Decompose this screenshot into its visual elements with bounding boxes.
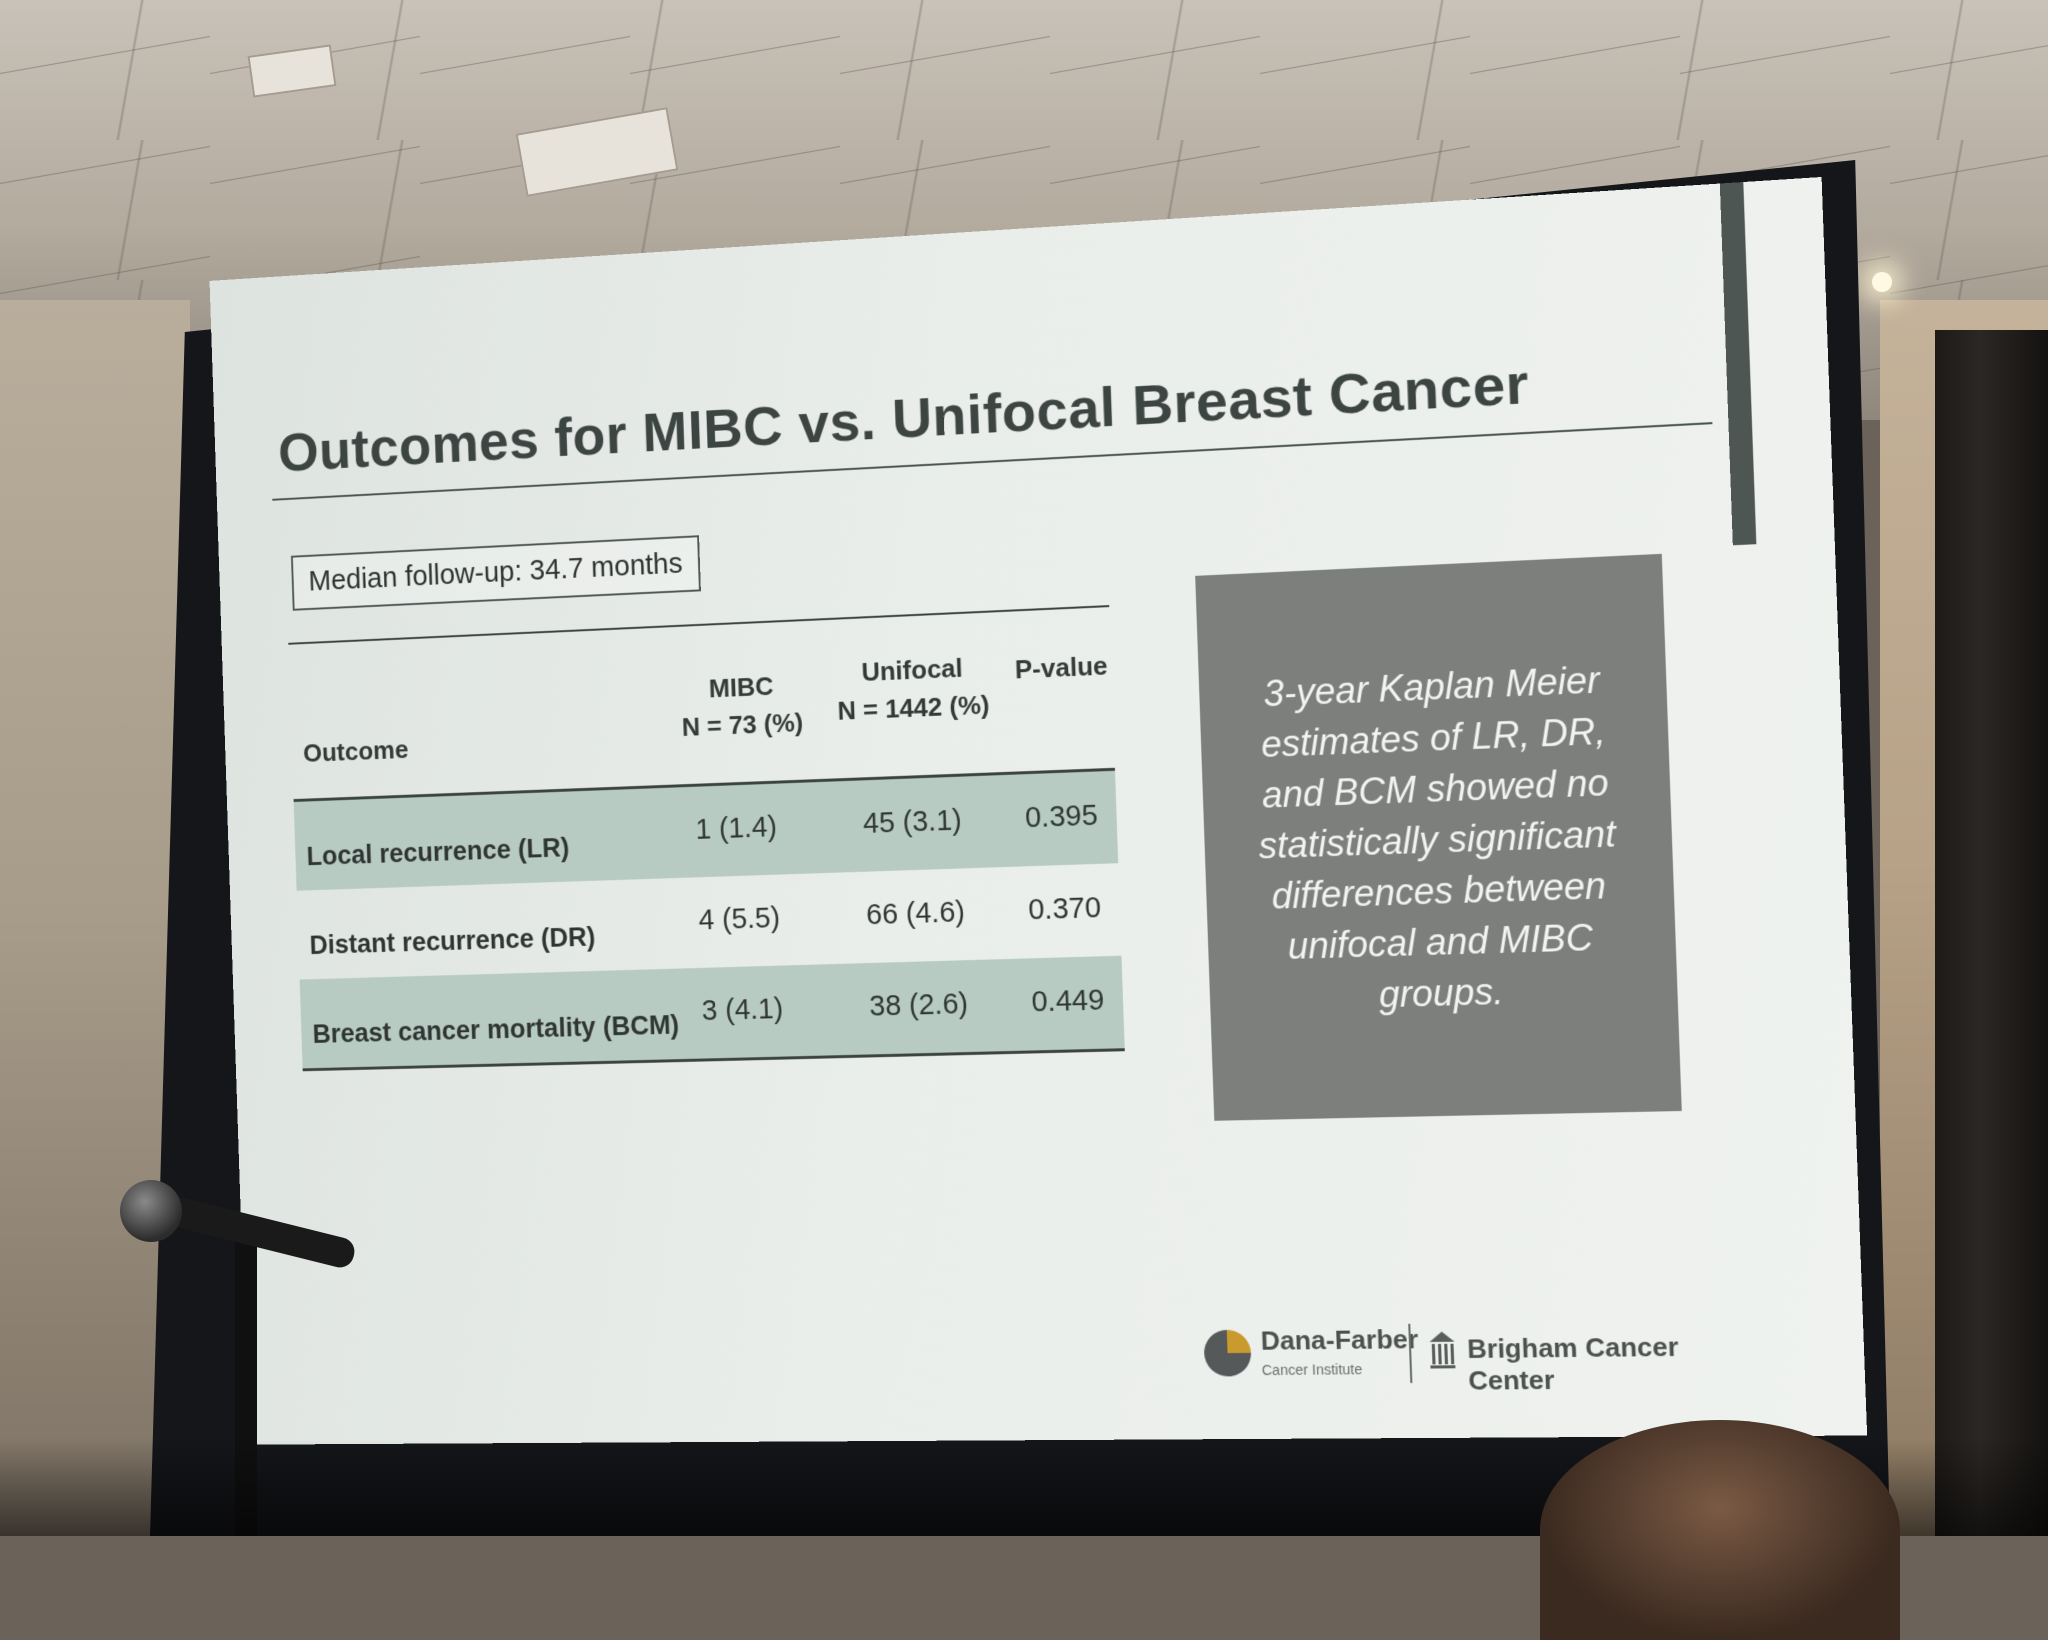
stage-curtain (1935, 330, 2048, 1536)
header-mibc-n: N = 73 (%) (664, 704, 820, 746)
row-unifocal: 45 (3.1) (833, 803, 992, 841)
row-unifocal: 66 (4.6) (836, 895, 995, 933)
slide-wrapper: Outcomes for MIBC vs. Unifocal Breast Ca… (210, 177, 1868, 1445)
header-unifocal-n: N = 1442 (%) (819, 686, 1008, 730)
row-outcome: Local recurrence (LR) (306, 833, 570, 872)
header-outcome: Outcome (303, 732, 409, 771)
outcomes-table: Outcome MIBC N = 73 (%) Unifocal N = 144… (288, 605, 1125, 1071)
row-pvalue: 0.449 (1017, 984, 1118, 1020)
dana-farber-name: Dana-Farber (1260, 1324, 1419, 1357)
audience-member-head (1540, 1420, 1900, 1640)
row-mibc: 1 (1.4) (678, 811, 795, 848)
brigham-building-icon (1427, 1329, 1458, 1370)
row-mibc: 3 (4.1) (684, 993, 802, 1029)
row-pvalue: 0.395 (1011, 799, 1112, 836)
presentation-slide: Outcomes for MIBC vs. Unifocal Breast Ca… (210, 177, 1868, 1445)
header-unifocal-label: Unifocal (828, 648, 997, 691)
wall-lamp (1872, 272, 1892, 292)
row-mibc: 4 (5.5) (681, 902, 799, 938)
slide-accent-bar (1720, 182, 1757, 545)
microphone-head (120, 1180, 182, 1242)
dana-farber-logo-icon (1203, 1330, 1251, 1377)
row-pvalue: 0.370 (1014, 892, 1115, 928)
header-mibc-label: MIBC (673, 666, 810, 707)
header-pvalue: P-value (1006, 647, 1117, 688)
dana-farber-subtitle: Cancer Institute (1262, 1361, 1363, 1378)
median-followup-box: Median follow-up: 34.7 months (291, 535, 701, 611)
row-unifocal: 38 (2.6) (839, 987, 998, 1024)
brigham-name: Brigham Cancer Center (1467, 1330, 1748, 1396)
row-outcome: Distant recurrence (DR) (309, 922, 596, 961)
callout-text: 3-year Kaplan Meier estimates of LR, DR,… (1199, 652, 1679, 1025)
institution-logos: Dana-Farber Cancer Institute Brigham Can… (1203, 1312, 1747, 1399)
row-outcome: Breast cancer mortality (BCM) (312, 1010, 680, 1050)
kaplan-meier-callout: 3-year Kaplan Meier estimates of LR, DR,… (1195, 554, 1682, 1121)
